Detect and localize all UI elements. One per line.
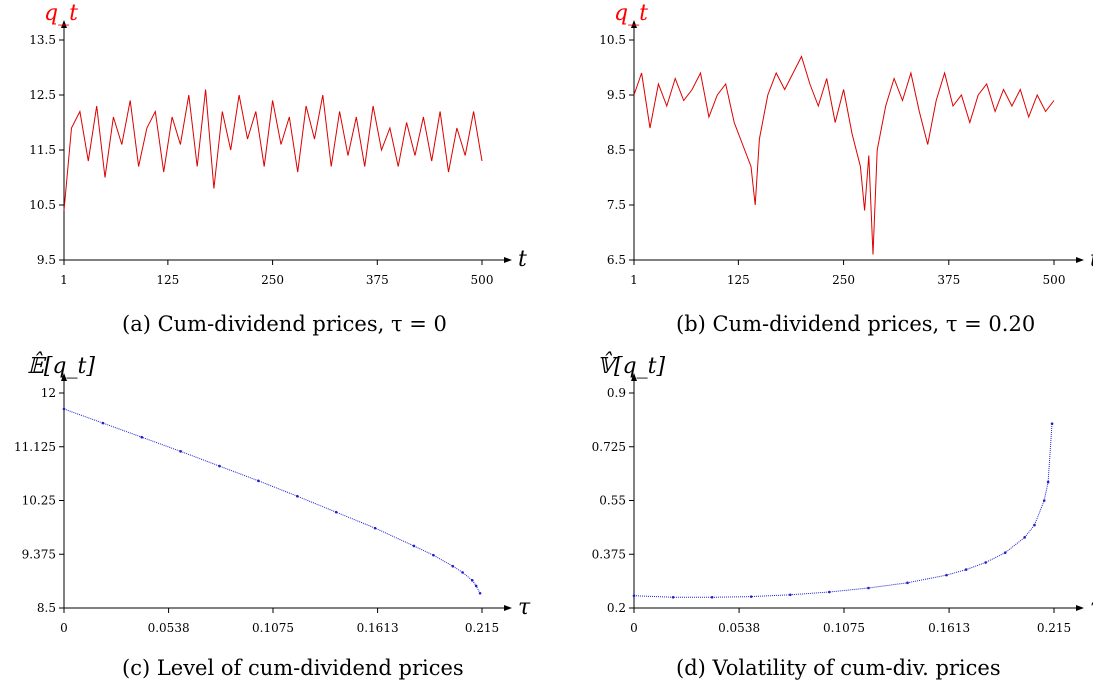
x-axis-label: τ [1090, 595, 1093, 620]
data-point [671, 595, 675, 599]
x-tick-label: 0.215 [1037, 621, 1071, 635]
y-axis-arrow [61, 20, 67, 28]
x-axis-arrow [504, 257, 512, 263]
y-axis-arrow [631, 20, 637, 28]
x-tick-label: 0 [630, 621, 638, 635]
x-tick-label: 125 [156, 273, 179, 287]
x-axis-label: t [518, 247, 527, 272]
y-axis-label: 𝕍̂[q_t] [597, 351, 666, 379]
x-tick-label: 1 [60, 273, 68, 287]
y-tick-label: 13.5 [29, 33, 56, 47]
y-tick-label: 7.5 [607, 198, 626, 212]
chart-b: 1 125 250 375 500 6.5 7.5 8.5 9.5 10.5 t q_t [599, 1, 1093, 287]
x-axis-arrow [504, 605, 512, 611]
series-trace [633, 423, 1053, 598]
x-tick-label: 375 [937, 273, 960, 287]
chart-c: 0 0.0538 0.1075 0.1613 0.215 8.5 9.375 10.25 11.… [14, 351, 531, 635]
series-trace [63, 408, 481, 594]
y-tick-label: 10.5 [599, 33, 626, 47]
x-axis-arrow [1076, 257, 1084, 263]
y-axis-arrow [61, 373, 67, 381]
x-tick-label: 0 [60, 621, 68, 635]
chart-d: 0 0.0538 0.1075 0.1613 0.215 0.2 0.375 0.55 0.72… [592, 351, 1093, 635]
x-tick-label: 0.1613 [928, 621, 970, 635]
y-axis-label: 𝔼̂[q_t] [27, 351, 95, 379]
y-tick-label: 11.5 [29, 143, 56, 157]
x-tick-label: 125 [727, 273, 750, 287]
x-tick-label: 1 [630, 273, 638, 287]
data-point [828, 590, 831, 594]
data-point [1050, 422, 1054, 426]
y-tick-label: 0.375 [592, 547, 626, 561]
y-tick-label: 0.55 [599, 494, 626, 508]
caption-c: (c) Level of cum-dividend prices [122, 656, 464, 680]
y-axis-label: q_t [614, 1, 648, 26]
x-tick-label: 250 [261, 273, 284, 287]
x-tick-label: 500 [471, 273, 494, 287]
y-tick-label: 6.5 [607, 253, 626, 267]
y-axis-label: q_t [44, 1, 78, 26]
y-tick-label: 8.5 [607, 143, 626, 157]
x-tick-label: 0.1075 [252, 621, 294, 635]
caption-d: (d) Volatility of cum-div. prices [676, 656, 1001, 680]
series-line [633, 55, 1055, 255]
x-tick-label: 0.215 [465, 621, 499, 635]
caption-b: (b) Cum-dividend prices, τ = 0.20 [676, 312, 1036, 336]
caption-a: (a) Cum-dividend prices, τ = 0 [122, 312, 447, 336]
chart-a: 1 125 250 375 500 9.5 10.5 11.5 12.5 13.5 t q_t [29, 1, 527, 287]
x-axis-label: τ [518, 595, 531, 620]
y-tick-label: 9.375 [22, 547, 56, 561]
x-tick-label: 250 [832, 273, 855, 287]
data-point [1042, 499, 1046, 502]
data-point [749, 595, 753, 598]
y-tick-label: 12.5 [29, 88, 56, 102]
x-tick-label: 500 [1043, 273, 1066, 287]
x-axis-arrow [1076, 605, 1084, 611]
y-tick-label: 0.725 [592, 440, 626, 454]
y-tick-label: 9.5 [37, 253, 56, 267]
y-axis-arrow [631, 373, 637, 381]
x-tick-label: 375 [366, 273, 389, 287]
series-line [63, 89, 483, 211]
x-tick-label: 0.1075 [823, 621, 865, 635]
x-tick-label: 0.1613 [357, 621, 399, 635]
y-tick-label: 8.5 [37, 601, 56, 615]
y-tick-label: 9.5 [607, 88, 626, 102]
x-tick-label: 0.0538 [148, 621, 190, 635]
y-tick-label: 12 [41, 386, 56, 400]
y-tick-label: 10.25 [22, 494, 56, 508]
y-tick-label: 0.9 [607, 386, 626, 400]
y-tick-label: 11.125 [14, 440, 56, 454]
y-tick-label: 10.5 [29, 198, 56, 212]
x-tick-label: 0.0538 [718, 621, 760, 635]
x-axis-label: t [1090, 247, 1093, 272]
y-tick-label: 0.2 [607, 601, 626, 615]
